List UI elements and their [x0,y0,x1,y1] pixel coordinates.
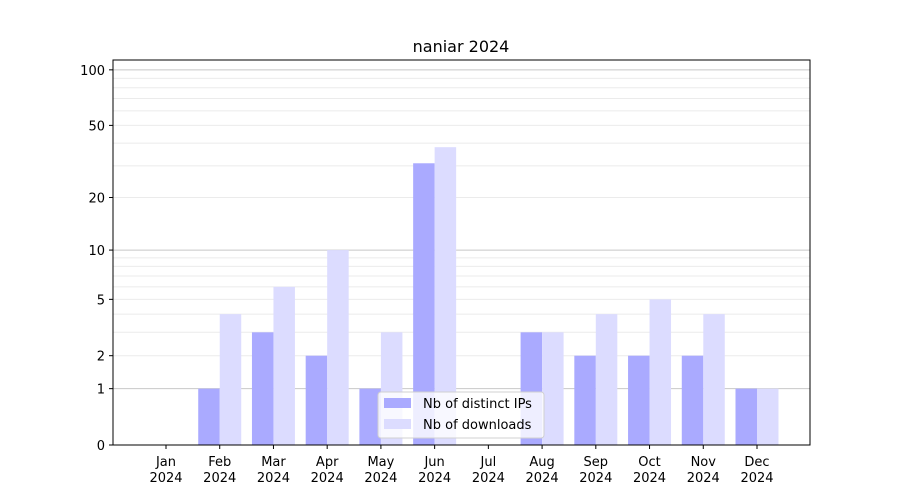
y-tick-label: 2 [97,350,105,365]
x-tick-label-line: Jul [480,455,497,470]
legend-swatch [384,398,411,408]
legend-box [377,391,545,439]
x-tick-label: Dec 2024 [740,455,773,486]
grid-lines [113,69,810,390]
x-tick-label-line: 2024 [149,471,182,486]
x-tick-label: Nov 2024 [687,455,720,486]
x-tick-label-line: 2024 [364,471,397,486]
bar-downloads [757,388,779,445]
bar-downloads [703,314,725,445]
legend-label: Nb of distinct IPs [423,397,532,412]
x-tick-label-line: 2024 [311,471,344,486]
y-tick-label: 10 [88,244,105,259]
y-tick-label: 0 [97,439,105,454]
x-tick-label-line: Aug [529,455,554,470]
x-tick-label-line: 2024 [633,471,666,486]
bar-distinct-ips [251,332,274,445]
x-tick-label: Jul 2024 [472,455,505,486]
bar-distinct-ips [628,355,650,445]
x-tick-label-line: Apr [316,455,339,470]
bar-distinct-ips [735,388,757,445]
x-tick-label: Mar 2024 [257,455,290,486]
y-tick-label: 5 [97,293,105,308]
x-tick-label-line: Dec [744,455,769,470]
x-tick-label-line: Mar [261,455,286,470]
x-tick-label: Feb 2024 [203,455,236,486]
y-tick-label: 100 [80,64,105,79]
x-tick-label: Apr 2024 [311,455,344,486]
x-tick-label-line: Jun [423,455,444,470]
x-tick-label: Sep 2024 [579,455,612,486]
x-tick-label: Aug 2024 [526,455,559,486]
bar-distinct-ips [413,163,435,445]
x-tick-label-line: Feb [208,455,231,470]
y-axis: 0 1 2 5 10 20 50 100 [80,64,113,454]
bar-distinct-ips [681,355,704,445]
x-tick-label: May 2024 [364,455,397,486]
x-tick-label-line: 2024 [740,471,773,486]
x-tick-label: Oct 2024 [633,455,666,486]
bar-downloads [273,286,295,445]
bar-downloads [542,332,564,445]
legend: Nb of distinct IPs Nb of downloads [377,391,545,439]
x-tick-label-line: 2024 [579,471,612,486]
bar-downloads [649,299,672,445]
y-tick-label: 50 [88,119,105,134]
x-tick-label-line: 2024 [526,471,559,486]
bar-distinct-ips [198,388,220,445]
bar-downloads [219,314,242,445]
bar-downloads [595,314,618,445]
x-tick-label-line: May [367,455,394,470]
x-tick-label-line: 2024 [257,471,290,486]
bar-distinct-ips [359,388,381,445]
x-tick-label-line: Oct [638,455,660,470]
x-tick-label-line: Jan [155,455,176,470]
legend-label: Nb of downloads [423,418,532,433]
chart-title: naniar 2024 [413,37,510,56]
bar-downloads [327,250,349,445]
bar-distinct-ips [305,355,328,445]
x-tick-label: Jan 2024 [149,455,182,486]
bar-distinct-ips [574,355,596,445]
plot-frame [112,59,811,446]
y-tick-label: 1 [97,383,105,398]
bar-downloads [434,147,457,445]
y-tick-label: 20 [88,192,105,207]
x-tick-label-line: Sep [584,455,609,470]
x-tick-label-line: 2024 [418,471,451,486]
x-tick-label: Jun 2024 [418,455,451,486]
x-tick-label-line: 2024 [687,471,720,486]
x-tick-label-line: 2024 [203,471,236,486]
x-tick-label-line: Nov [691,455,717,470]
x-tick-label-line: 2024 [472,471,505,486]
legend-swatch [384,419,411,429]
